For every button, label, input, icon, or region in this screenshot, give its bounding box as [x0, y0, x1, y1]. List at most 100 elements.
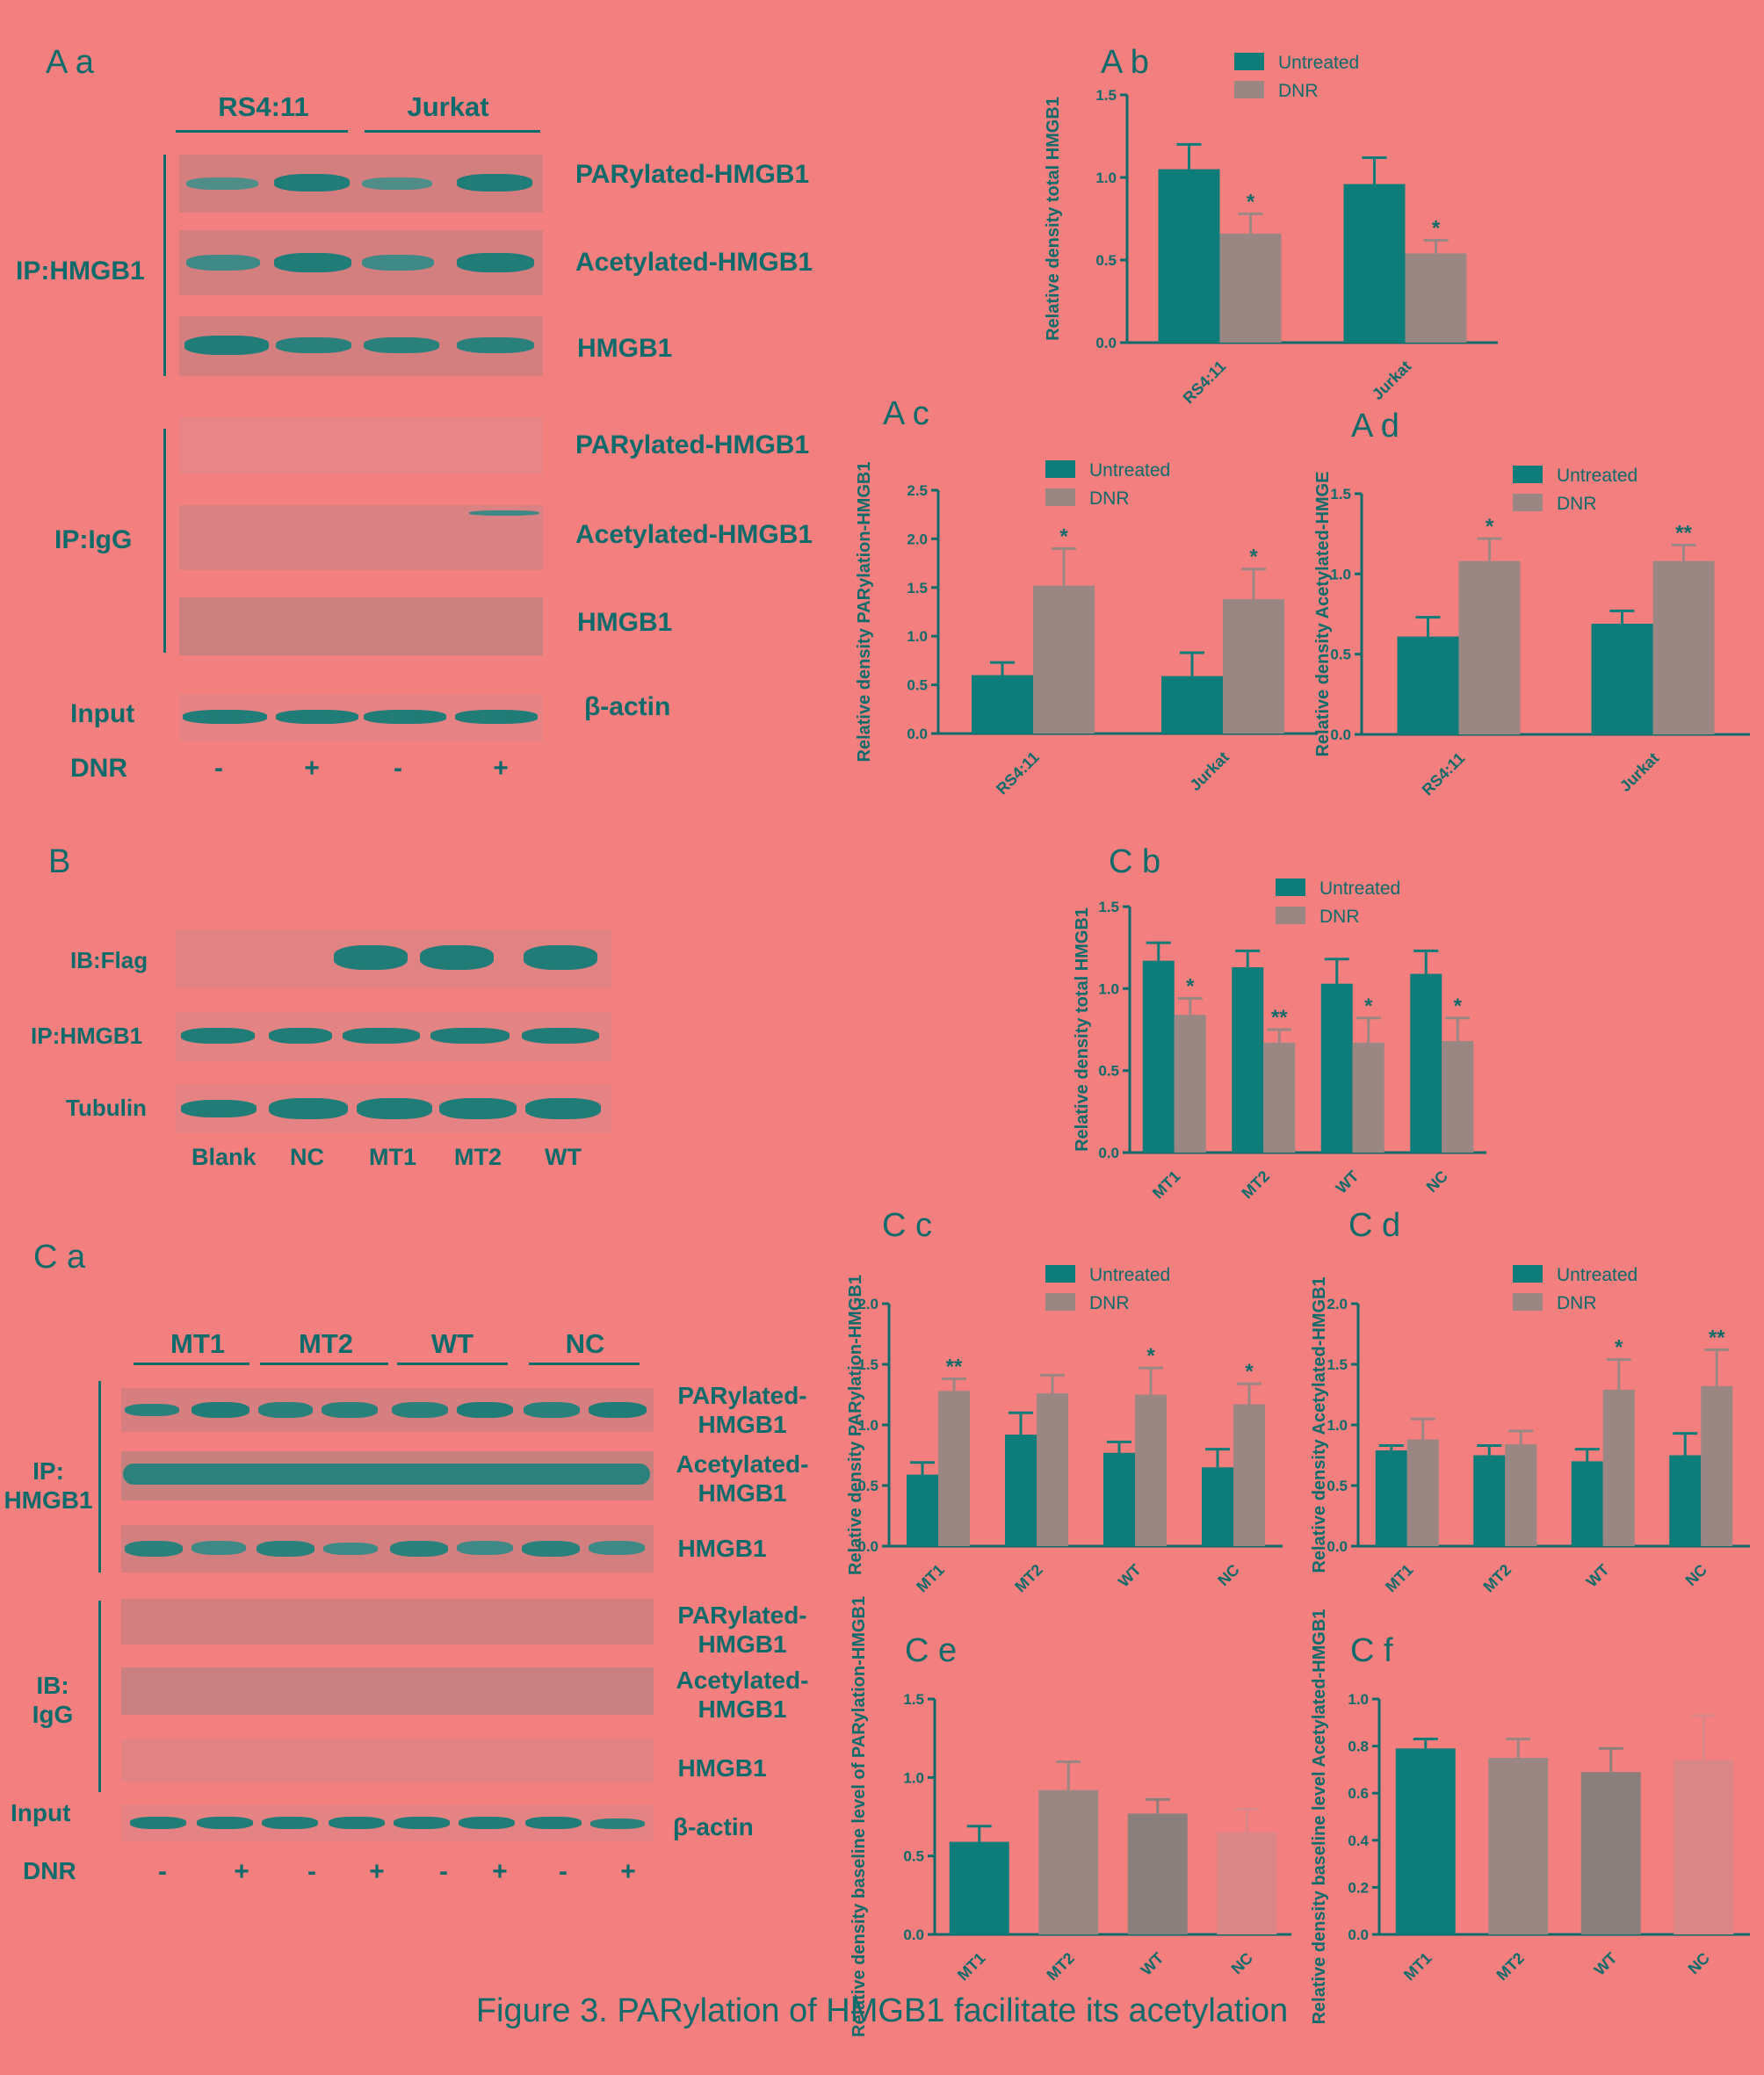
bar	[1352, 1042, 1384, 1153]
figure-caption: Figure 3. PARylation of HMGB1 facilitate…	[475, 1992, 1289, 2029]
y-tick-label: 0.5	[1330, 647, 1351, 663]
lane-label: NC	[290, 1144, 324, 1170]
bar	[1038, 1789, 1099, 1934]
y-axis-label: Relative density baseline level Acetylat…	[1310, 1609, 1329, 2025]
dnr-sign: +	[620, 1857, 636, 1886]
chart-ab: 0.0 0.5 1.0 1.5 Relative density total HMGB1…	[1032, 53, 1515, 407]
y-tick-label: 0.6	[1348, 1785, 1369, 1802]
bar	[1033, 585, 1095, 734]
row-label-c-actin: β-actin	[673, 1813, 754, 1840]
bar	[1375, 1450, 1407, 1546]
y-axis-label: Relative density PARylation-HMGB1	[855, 462, 874, 763]
bar	[972, 675, 1033, 734]
panel-label-ca: C a	[33, 1239, 86, 1276]
x-tick-label: MT1	[1400, 1949, 1435, 1985]
row-label-igg-parylated: PARylated-HMGB1	[575, 430, 810, 459]
x-tick-label: RS4:11	[993, 748, 1043, 799]
dnr-sign: -	[559, 1857, 568, 1886]
bar	[1320, 983, 1353, 1153]
chart-svg: 0.0 0.5 1.0 1.5 Relative density total HMGB1…	[1044, 53, 1498, 407]
significance-mark: *	[1247, 190, 1255, 213]
bar	[1669, 1455, 1702, 1546]
y-axis-label: Relative density Acetylated-HMGB1	[1310, 1276, 1329, 1573]
bracket-ib-igg-c	[98, 1601, 101, 1792]
x-tick-label: WT	[1115, 1561, 1145, 1591]
row-label-igg-acetylated: Acetylated-HMGB1	[575, 520, 813, 549]
legend-swatch	[1045, 488, 1075, 506]
bar	[1406, 1439, 1439, 1546]
blot-hmgb1	[179, 316, 543, 376]
chart-ac: 0.0 0.5 1.0 1.5 2.0 2.5 Relative density PARyl…	[843, 448, 1327, 826]
x-tick-label: NC	[1214, 1561, 1243, 1590]
bar	[1488, 1758, 1549, 1934]
bar	[907, 1474, 938, 1546]
y-tick-label: 0.0	[1095, 335, 1117, 351]
dnr-sign: -	[394, 754, 402, 783]
significance-mark: *	[1364, 994, 1373, 1018]
bar	[1158, 169, 1220, 343]
x-tick-label: WT	[1583, 1561, 1613, 1591]
significance-mark: *	[1486, 515, 1494, 539]
legend-label: Untreated	[1089, 1265, 1170, 1285]
chart-svg: 0.0 0.5 1.0 1.5 Relative density baseline le…	[849, 1596, 1291, 2037]
bar	[1223, 599, 1284, 734]
bar	[1701, 1385, 1733, 1546]
x-tick-label: NC	[1685, 1949, 1714, 1978]
bar	[1410, 973, 1442, 1153]
x-tick-label: NC	[1228, 1949, 1257, 1978]
x-tick-label: WT	[1333, 1168, 1363, 1197]
y-tick-label: 0.5	[1098, 1063, 1119, 1080]
underline-wt	[397, 1363, 508, 1365]
bar	[1571, 1461, 1603, 1546]
dnr-sign: -	[307, 1857, 316, 1886]
bar	[1232, 967, 1264, 1153]
y-tick-label: 0.5	[1095, 252, 1117, 269]
panel-label-cf: C f	[1350, 1632, 1393, 1669]
legend-label: DNR	[1557, 1293, 1597, 1313]
legend-label: Untreated	[1089, 460, 1170, 481]
panel-label-ac: A c	[883, 395, 929, 432]
legend-label: Untreated	[1319, 878, 1400, 899]
x-tick-label: RS4:11	[1419, 749, 1469, 799]
y-tick-label: 1.0	[903, 1769, 924, 1786]
row-label-c-igg-hmgb1: HMGB1	[677, 1754, 767, 1782]
blot-c-parylated	[121, 1388, 654, 1432]
x-tick-label: NC	[1682, 1561, 1711, 1590]
dnr-sign: +	[492, 1857, 508, 1886]
group-wt: WT	[430, 1328, 474, 1359]
bar	[938, 1391, 970, 1546]
chart-cf: 0.0 0.2 0.4 0.6 0.8 1.0 Relative density basel…	[1310, 1609, 1764, 2024]
blot-c-igg-hmgb1	[121, 1739, 654, 1782]
cell-line-rs411: RS4:11	[218, 91, 309, 122]
x-tick-label: MT2	[1238, 1168, 1273, 1203]
bar	[1142, 960, 1175, 1153]
y-tick-label: 0.0	[907, 726, 928, 742]
input-label: Input	[70, 699, 135, 728]
chart-cb: 0.0 0.5 1.0 1.5 Relative density total HMGB1…	[1038, 878, 1504, 1212]
y-tick-label: 1.5	[1330, 486, 1351, 502]
significance-mark: **	[1709, 1326, 1725, 1349]
y-axis-label: Relative density total HMGB1	[1073, 907, 1092, 1152]
significance-mark: **	[946, 1356, 963, 1379]
legend-swatch	[1513, 494, 1543, 511]
x-tick-label: MT1	[1149, 1168, 1184, 1203]
y-tick-label: 1.0	[1330, 566, 1351, 582]
dnr-label-c: DNR	[23, 1857, 76, 1884]
lane-label: MT2	[454, 1144, 502, 1170]
x-tick-label: Jurkat	[1369, 358, 1414, 403]
y-tick-label: 1.5	[857, 1356, 878, 1373]
legend-label: DNR	[1319, 907, 1360, 927]
y-axis-label: Relative density Acetylated-HMGE	[1313, 472, 1333, 757]
y-tick-label: 0.0	[857, 1538, 878, 1555]
y-tick-label: 0.8	[1348, 1739, 1369, 1755]
bar	[1103, 1452, 1135, 1546]
y-tick-label: 1.5	[903, 1691, 924, 1708]
y-tick-label: 0.4	[1348, 1833, 1369, 1849]
legend-swatch	[1045, 460, 1075, 478]
bar	[1397, 636, 1459, 734]
dnr-sign: +	[304, 754, 320, 783]
bar	[1174, 1015, 1206, 1153]
blot-igg-hmgb1	[179, 597, 543, 655]
bar	[1405, 253, 1467, 343]
y-tick-label: 1.5	[1095, 87, 1117, 104]
